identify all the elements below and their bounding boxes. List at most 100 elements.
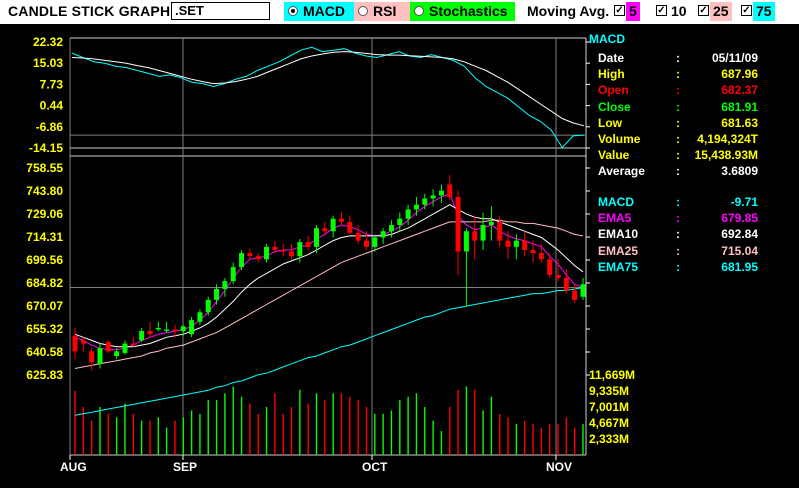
ma25-label: 25 bbox=[710, 2, 732, 21]
price-y-tick-label: 729.06 bbox=[26, 207, 63, 221]
candle-body bbox=[147, 331, 153, 335]
price-y-tick-label: 743.80 bbox=[26, 184, 63, 198]
stochastics-radio[interactable]: Stochastics bbox=[410, 2, 515, 21]
price-y-tick-label: 699.56 bbox=[26, 253, 63, 267]
info-key: Open bbox=[598, 83, 629, 98]
indicator-key: EMA75 bbox=[598, 259, 639, 274]
candle-body bbox=[272, 246, 278, 250]
macd-y-tick-label: 22.32 bbox=[33, 35, 63, 49]
ma75-label: 75 bbox=[753, 2, 775, 21]
indicator-value: 679.85 bbox=[721, 211, 758, 226]
info-key: Close bbox=[598, 99, 631, 114]
candle-body bbox=[214, 288, 220, 300]
candle-body bbox=[139, 331, 145, 341]
candle-body bbox=[97, 348, 103, 364]
ma25-checkbox[interactable]: ✓ 25 bbox=[696, 2, 740, 21]
info-value: 4,194,324T bbox=[697, 132, 758, 146]
macd-series-line bbox=[71, 46, 585, 149]
macd-radio[interactable]: MACD bbox=[284, 2, 354, 21]
separator: : bbox=[676, 67, 680, 82]
price-y-tick-label: 758.55 bbox=[26, 161, 63, 175]
candle-body bbox=[330, 218, 336, 232]
moving-average-line bbox=[74, 204, 584, 348]
separator: : bbox=[676, 83, 680, 98]
radio-dot-icon bbox=[288, 6, 298, 16]
candle-body bbox=[380, 231, 386, 238]
candle-body bbox=[347, 221, 353, 233]
candle-body bbox=[222, 281, 228, 289]
price-y-tick-label: 625.83 bbox=[26, 368, 63, 382]
candle-body bbox=[438, 190, 444, 196]
rsi-radio[interactable]: RSI bbox=[354, 2, 410, 21]
candle-body bbox=[580, 284, 586, 297]
candle-body bbox=[89, 351, 95, 363]
candle-body bbox=[372, 237, 378, 247]
ma75-checkbox[interactable]: ✓ 75 bbox=[739, 2, 779, 21]
candle-body bbox=[114, 351, 120, 357]
candle-body bbox=[255, 256, 261, 260]
separator: : bbox=[676, 99, 680, 114]
moving-average-line bbox=[74, 193, 584, 351]
price-y-tick-label: 670.07 bbox=[26, 299, 63, 313]
price-y-tick-label: 640.58 bbox=[26, 345, 63, 359]
candle-body bbox=[289, 251, 295, 257]
separator: : bbox=[676, 148, 680, 163]
info-value: 15,438.93M bbox=[694, 148, 758, 163]
macd-radio-label: MACD bbox=[303, 3, 345, 19]
candle-body bbox=[413, 204, 419, 210]
symbol-input[interactable]: .SET bbox=[171, 2, 270, 20]
candle-body bbox=[322, 228, 328, 232]
candle-body bbox=[463, 231, 469, 252]
candle-body bbox=[105, 341, 111, 352]
candle-body bbox=[513, 240, 519, 247]
candle-body bbox=[505, 240, 511, 247]
candle-body bbox=[388, 225, 394, 232]
candle-body bbox=[472, 231, 478, 241]
info-value: 3.6809 bbox=[721, 164, 758, 179]
price-y-tick-label: 684.82 bbox=[26, 276, 63, 290]
separator: : bbox=[676, 115, 680, 130]
candle-body bbox=[538, 253, 544, 260]
candle-body bbox=[397, 218, 403, 226]
checkbox-check-icon: ✓ bbox=[656, 5, 667, 16]
info-value: 05/11/09 bbox=[711, 51, 758, 65]
candle-body bbox=[338, 218, 344, 222]
separator: : bbox=[676, 195, 680, 209]
candle-body bbox=[230, 267, 236, 282]
candle-body bbox=[488, 221, 494, 226]
indicator-key: EMA25 bbox=[598, 243, 639, 258]
separator: : bbox=[676, 227, 680, 242]
candle-body bbox=[264, 246, 270, 260]
ma10-checkbox[interactable]: ✓ 10 bbox=[654, 2, 698, 21]
macd-series-line bbox=[71, 51, 585, 127]
volume-y-tick-label: 11,669M bbox=[589, 368, 635, 382]
separator: : bbox=[676, 211, 680, 226]
moving-average-line bbox=[74, 219, 584, 369]
ma5-checkbox[interactable]: ✓ 5 bbox=[612, 2, 656, 21]
candle-body bbox=[247, 253, 253, 257]
candle-body bbox=[305, 242, 311, 247]
candle-body bbox=[422, 198, 428, 205]
macd-y-tick-label: -6.86 bbox=[36, 120, 64, 134]
x-tick-label: OCT bbox=[362, 460, 388, 474]
candle-body bbox=[130, 343, 136, 346]
volume-y-tick-label: 2,333M bbox=[589, 432, 629, 446]
candle-body bbox=[72, 335, 78, 352]
separator: : bbox=[676, 259, 680, 274]
candle-body bbox=[205, 299, 211, 313]
separator: : bbox=[676, 132, 680, 146]
candle-body bbox=[563, 278, 569, 291]
candle-body bbox=[297, 242, 303, 257]
checkbox-check-icon: ✓ bbox=[614, 5, 625, 16]
volume-y-tick-label: 9,335M bbox=[589, 384, 629, 398]
info-key: Average bbox=[598, 164, 645, 179]
candle-body bbox=[572, 290, 578, 300]
candle-body bbox=[522, 240, 528, 250]
x-tick-label: NOV bbox=[546, 460, 572, 474]
candle-body bbox=[555, 274, 561, 279]
candle-body bbox=[314, 228, 320, 247]
candle-body bbox=[239, 253, 245, 268]
separator: : bbox=[676, 243, 680, 258]
candle-body bbox=[480, 225, 486, 241]
